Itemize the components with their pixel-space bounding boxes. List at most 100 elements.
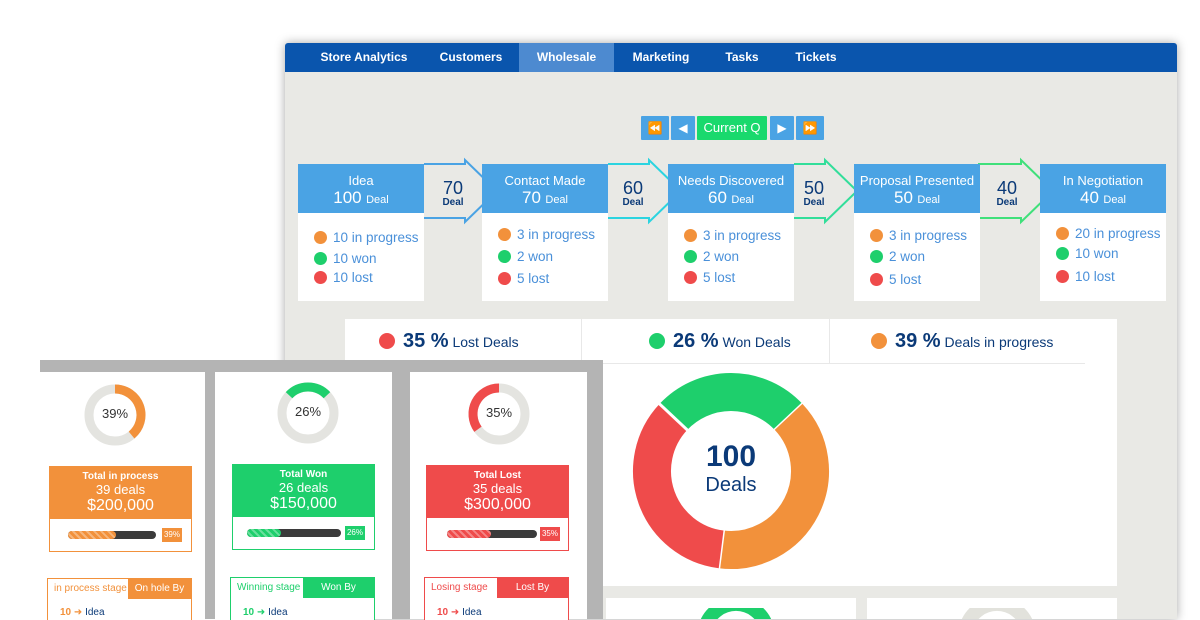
lost-text: 10 lost [1075, 269, 1115, 284]
in-process-donut-label: 39% [101, 406, 129, 421]
in-progress-text: 3 in progress [517, 227, 596, 242]
stage-card-contact-made[interactable]: Contact Made 70 Deal 3 in progress 2 won… [482, 164, 608, 301]
won-stage-row: 10 ➜ Idea [243, 607, 288, 618]
stage-lost: 5 lost [498, 271, 549, 286]
donut-segment-in-progress [718, 403, 829, 569]
won-text: 10 won [1075, 246, 1119, 261]
lost-text: 5 lost [889, 272, 922, 287]
lost-dot-icon [379, 333, 395, 349]
summary-in-progress-label: Deals in progress [944, 334, 1054, 350]
tab-store-analytics[interactable]: Store Analytics [320, 50, 408, 64]
lost-by-tab[interactable]: Lost By [497, 578, 568, 598]
stage-name: Idea [348, 173, 374, 188]
conversion-label: Deal [622, 197, 644, 208]
bottom-card-1-donut-peek [701, 608, 771, 619]
won-panel: 26% Total Won 26 deals $150,000 26% Winn… [215, 372, 392, 620]
in-process-by-tab[interactable]: On hole By [128, 579, 191, 599]
current-quarter-button[interactable]: Current Q [697, 116, 767, 140]
arrow-right-icon: ➜ [73, 607, 83, 618]
bottom-card-2 [867, 598, 1117, 619]
won-dot-icon [649, 333, 665, 349]
won-dot-icon [870, 250, 883, 263]
tab-tasks[interactable]: Tasks [725, 50, 759, 64]
won-deals: 26 deals [278, 480, 329, 495]
lost-dot-icon [498, 272, 511, 285]
won-by-tab[interactable]: Won By [303, 578, 374, 598]
lost-summary: Total Lost 35 deals $300,000 [426, 465, 569, 517]
stage-in-progress: 3 in progress [684, 228, 781, 243]
first-quarter-button[interactable]: ⏪ [641, 116, 669, 140]
conversion-value: 40 [996, 178, 1018, 198]
stage-count: 50 [894, 188, 913, 207]
row-stage: Idea [268, 607, 288, 618]
conversion-3: 50 Deal [789, 179, 839, 208]
lost-stage-row: 10 ➜ Idea [437, 607, 482, 618]
stage-name: Proposal Presented [859, 173, 975, 188]
in-progress-dot-icon [871, 333, 887, 349]
won-title: Total Won [279, 469, 328, 480]
conversion-label: Deal [803, 197, 825, 208]
tab-customers[interactable]: Customers [439, 50, 503, 64]
lost-text: 5 lost [703, 270, 736, 285]
stage-header: Proposal Presented 50 Deal [854, 164, 980, 213]
lost-dot-icon [870, 273, 883, 286]
lost-dot-icon [684, 271, 697, 284]
in-process-stage-tab[interactable]: in process stage [54, 583, 127, 594]
donut-segment-won [659, 373, 803, 431]
summary-rule [345, 363, 1085, 364]
stage-card-in-negotiation[interactable]: In Negotiation 40 Deal 20 in progress 10… [1040, 164, 1166, 301]
won-text: 10 won [333, 251, 377, 266]
next-quarter-button[interactable]: ▶ [770, 116, 794, 140]
lost-donut [468, 383, 530, 445]
dashboard-window: Store Analytics Customers Wholesale Mark… [285, 43, 1177, 619]
in-process-progress-box: 39% [49, 518, 192, 552]
stage-won: 2 won [498, 249, 553, 264]
stage-name: Needs Discovered [677, 173, 785, 188]
stage-card-needs-discovered[interactable]: Needs Discovered 60 Deal 3 in progress 2… [668, 164, 794, 301]
stage-name: In Negotiation [1062, 173, 1144, 188]
lost-stage-tab[interactable]: Losing stage [431, 582, 488, 593]
won-donut [277, 382, 339, 444]
stage-count: 40 [1080, 188, 1099, 207]
in-process-title: Total in process [82, 471, 159, 482]
last-quarter-button[interactable]: ⏩ [796, 116, 824, 140]
summary-lost: 35 % Lost Deals [379, 319, 519, 363]
stage-count: 100 [333, 188, 362, 207]
won-stage-box: Winning stage Won By 10 ➜ Idea [230, 577, 375, 620]
won-dot-icon [684, 250, 697, 263]
won-amount: $150,000 [270, 495, 337, 512]
summary-won-pct: 26 % [673, 330, 719, 352]
in-process-progress-fill [68, 531, 117, 539]
won-stage-tab[interactable]: Winning stage [237, 582, 301, 593]
conversion-1: 70 Deal [428, 179, 478, 208]
in-process-stage-box: in process stage On hole By 10 ➜ Idea [47, 578, 192, 620]
deals-donut-chart [633, 373, 829, 571]
won-dot-icon [498, 250, 511, 263]
stage-unit: Deal [917, 194, 940, 206]
tab-wholesale[interactable]: Wholesale [519, 43, 614, 72]
tab-tickets[interactable]: Tickets [795, 50, 837, 64]
row-count: 10 [243, 607, 255, 618]
in-progress-text: 10 in progress [333, 230, 419, 245]
in-progress-dot-icon [684, 229, 697, 242]
prev-quarter-button[interactable]: ◀ [671, 116, 695, 140]
lost-dot-icon [1056, 270, 1069, 283]
stage-won: 2 won [870, 249, 925, 264]
arrow-right-icon: ➜ [256, 607, 266, 618]
row-count: 10 [60, 607, 72, 618]
lost-donut-label: 35% [485, 405, 513, 420]
donut-separator [716, 528, 726, 571]
won-text: 2 won [703, 249, 740, 264]
donut-center-label: Deals [705, 474, 757, 496]
stage-card-idea[interactable]: Idea 100 Deal 10 in progress 10 won 10 l… [298, 164, 424, 301]
lost-text: 5 lost [517, 271, 550, 286]
summary-in-progress: 39 % Deals in progress [871, 319, 1053, 363]
stage-card-proposal-presented[interactable]: Proposal Presented 50 Deal 3 in progress… [854, 164, 980, 301]
donut-center: 100 Deals [681, 441, 781, 497]
stage-won: 10 won [1056, 246, 1119, 261]
in-process-progress-tag: 39% [162, 528, 182, 542]
donut-separator [657, 401, 690, 433]
tab-marketing[interactable]: Marketing [632, 50, 690, 64]
lost-progress-tag: 35% [540, 527, 560, 541]
conversion-label: Deal [996, 197, 1018, 208]
